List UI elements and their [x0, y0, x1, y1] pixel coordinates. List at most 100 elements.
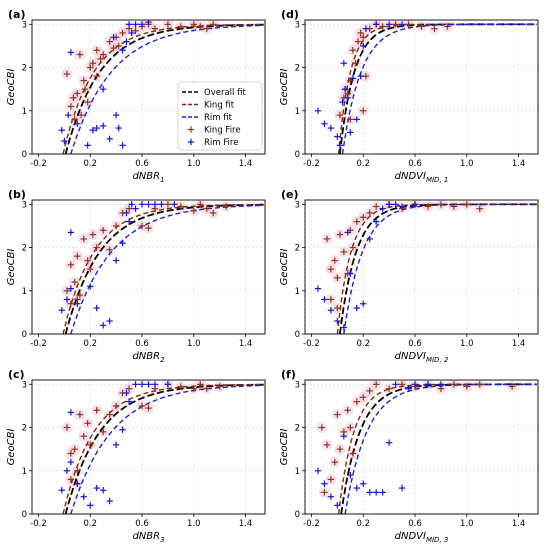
x-tick-label: 0.6	[408, 519, 422, 529]
y-tick-label: 3	[22, 200, 27, 210]
king-fire-point	[93, 407, 100, 414]
y-tick-label: 2	[295, 244, 300, 254]
king-fire-point	[450, 381, 458, 388]
rim-fire-point	[99, 322, 107, 329]
king-fire-point	[63, 287, 71, 294]
king-fire-point	[372, 203, 380, 210]
axes-frame	[31, 199, 266, 335]
king-fire-point	[164, 21, 172, 28]
x-axis-label: dNBR1	[132, 171, 164, 184]
x-tick-label: -0.2	[303, 519, 320, 529]
king-fire-point	[77, 111, 85, 119]
king-fire-point	[125, 385, 133, 392]
king-fire-point	[360, 107, 367, 114]
x-tick-label: 1.0	[187, 339, 201, 349]
rim-fire-point	[110, 34, 117, 41]
rim-fire-point	[106, 497, 113, 505]
x-tick-label: 0.2	[356, 339, 370, 349]
y-tick-label: 1	[22, 467, 27, 477]
king-fire-point	[89, 60, 97, 67]
y-tick-label: 3	[22, 380, 27, 390]
king-fire-point	[210, 209, 217, 217]
fit-curve-overall	[339, 203, 537, 334]
king-fire-point	[138, 222, 146, 230]
king-fire-point	[80, 77, 87, 84]
y-tick-label: 2	[295, 64, 300, 74]
rim-fire-point	[115, 124, 122, 132]
king-fire-point	[63, 70, 71, 78]
king-fire-point	[334, 411, 341, 418]
y-tick-label: 2	[22, 424, 27, 434]
king-fire-point	[106, 38, 113, 45]
king-fire-point	[89, 231, 97, 238]
y-tick-label: 3	[22, 20, 27, 30]
king-fire-point	[87, 265, 94, 273]
king-fire-point	[112, 222, 120, 230]
king-fire-point	[334, 304, 341, 312]
x-tick-label: 0.6	[135, 339, 149, 349]
king-fire-point	[197, 201, 204, 208]
rim-fire-point	[314, 285, 322, 292]
rim-fire-point	[327, 307, 335, 314]
rim-fire-point	[372, 21, 380, 28]
king-fire-point	[347, 116, 354, 123]
rim-fire-point	[93, 304, 100, 312]
fit-curve-overall	[339, 23, 537, 154]
y-tick-label: 2	[22, 64, 27, 74]
fit-curve-overall	[64, 383, 264, 514]
rim-fire-point	[411, 201, 419, 208]
x-axis-label: dNBR2	[132, 351, 165, 364]
rim-fire-point	[67, 409, 75, 416]
king-fire-point	[352, 60, 359, 67]
rim-fire-point	[398, 203, 406, 210]
rim-fire-point	[112, 441, 120, 449]
fit-curve-rim	[70, 24, 264, 154]
rim-fire-point	[132, 381, 139, 388]
rim-fire-point	[138, 381, 146, 388]
rim-fire-point	[398, 484, 406, 492]
king-fire-point	[74, 90, 81, 97]
king-fire-point	[125, 205, 133, 212]
rim-fire-point	[74, 120, 81, 127]
king-fire-point	[80, 235, 87, 243]
king-fire-point	[353, 218, 360, 225]
legend: Overall fit King fit Rim fit King Fire Rim F…	[177, 81, 263, 151]
king-fire-point	[112, 402, 120, 410]
king-fire-point	[372, 381, 380, 388]
rim-fire-point	[106, 317, 113, 325]
rim-fire-point	[334, 502, 341, 509]
king-fire-point	[74, 467, 81, 474]
panel-a: -0.2 0.2 0.6 1.0 1.4 0 1 2 3 dNBR1 GeoCBI (a)	[6, 8, 266, 184]
y-tick-label: 0	[295, 150, 300, 160]
panel-label: (f)	[281, 368, 296, 381]
king-fire-point	[327, 476, 335, 483]
king-fire-point	[344, 407, 351, 414]
rim-fire-point	[321, 120, 328, 127]
rim-fire-point	[80, 493, 87, 500]
king-fire-point	[119, 29, 126, 37]
y-tick-label: 1	[295, 107, 300, 117]
king-fire-point	[99, 428, 107, 436]
fit-curve-overall	[64, 23, 264, 154]
x-tick-label: 0.2	[83, 339, 97, 349]
legend-entry: Overall fit	[182, 88, 246, 98]
rim-fire-point	[360, 300, 367, 307]
fit-curve-rim	[70, 204, 264, 334]
king-fire-point	[71, 278, 78, 286]
rim-fire-point	[353, 304, 360, 312]
rim-fire-point	[379, 205, 386, 212]
king-fire-point	[347, 424, 354, 431]
king-fire-point	[379, 23, 386, 30]
panel-d: -0.2 0.2 0.6 1.0 1.4 0 1 2 3 dNDVIMID, 1 GeoCBI (d)	[279, 8, 539, 184]
king-fire-point	[431, 25, 438, 32]
rim-fire-point	[334, 317, 341, 325]
rim-fire-point	[145, 381, 152, 388]
y-tick-label: 1	[22, 287, 27, 297]
x-axis-label: dNBR3	[132, 531, 164, 544]
rim-fire-point	[119, 142, 126, 149]
x-tick-label: 1.4	[239, 339, 253, 349]
rim-fire-point	[366, 235, 373, 243]
rim-fire-point	[125, 398, 133, 405]
legend-plus-icon	[187, 126, 195, 133]
rim-fire-point	[372, 218, 380, 225]
